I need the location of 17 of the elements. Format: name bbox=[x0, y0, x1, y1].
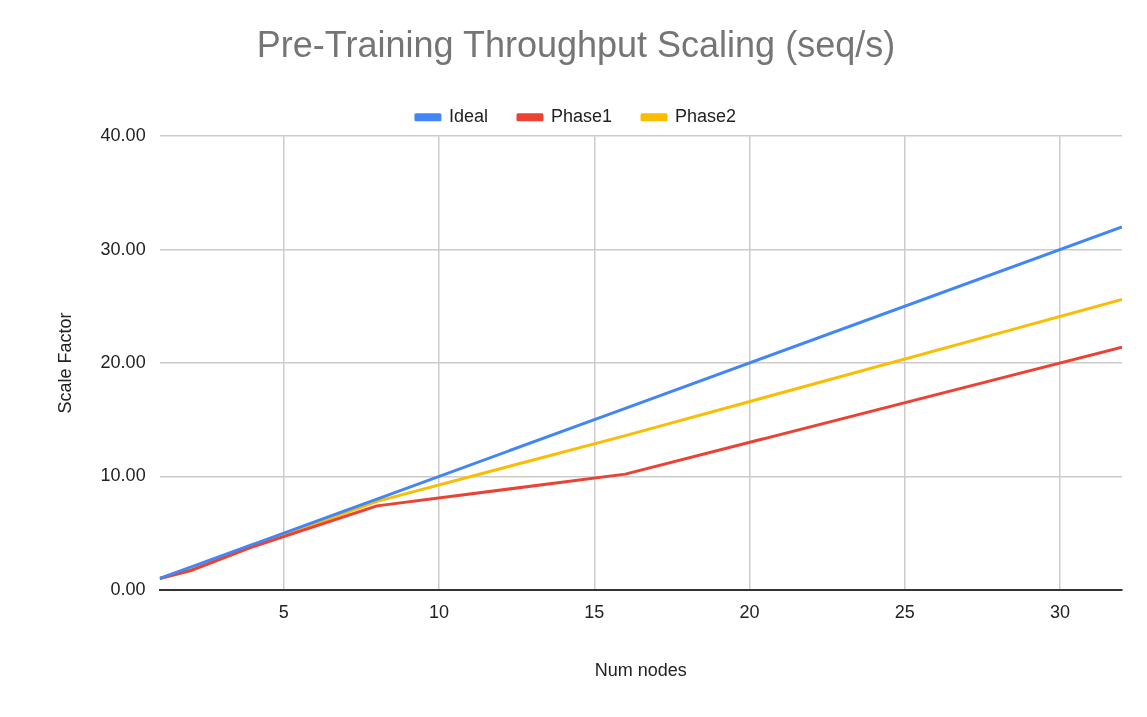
x-tick-label: 25 bbox=[894, 601, 915, 622]
y-tick-label: 10.00 bbox=[100, 465, 146, 486]
y-tick-label: 40.00 bbox=[100, 125, 146, 146]
x-tick-label: 20 bbox=[739, 601, 760, 622]
x-tick-label: 10 bbox=[429, 601, 450, 622]
y-tick-label: 0.00 bbox=[110, 578, 146, 599]
legend-label: Ideal bbox=[448, 106, 488, 127]
legend-label: Phase2 bbox=[675, 106, 737, 127]
y-tick-label: 30.00 bbox=[100, 238, 146, 259]
x-axis-title: Num nodes bbox=[594, 660, 687, 681]
x-tick-label: 30 bbox=[1049, 601, 1070, 622]
chart-title: Pre-Training Throughput Scaling (seq/s) bbox=[256, 23, 896, 65]
x-tick-label: 5 bbox=[278, 601, 289, 622]
legend-label: Phase1 bbox=[550, 106, 613, 127]
y-tick-label: 20.00 bbox=[100, 351, 146, 372]
y-axis-title: Scale Factor bbox=[54, 312, 75, 414]
x-tick-label: 15 bbox=[584, 601, 605, 622]
